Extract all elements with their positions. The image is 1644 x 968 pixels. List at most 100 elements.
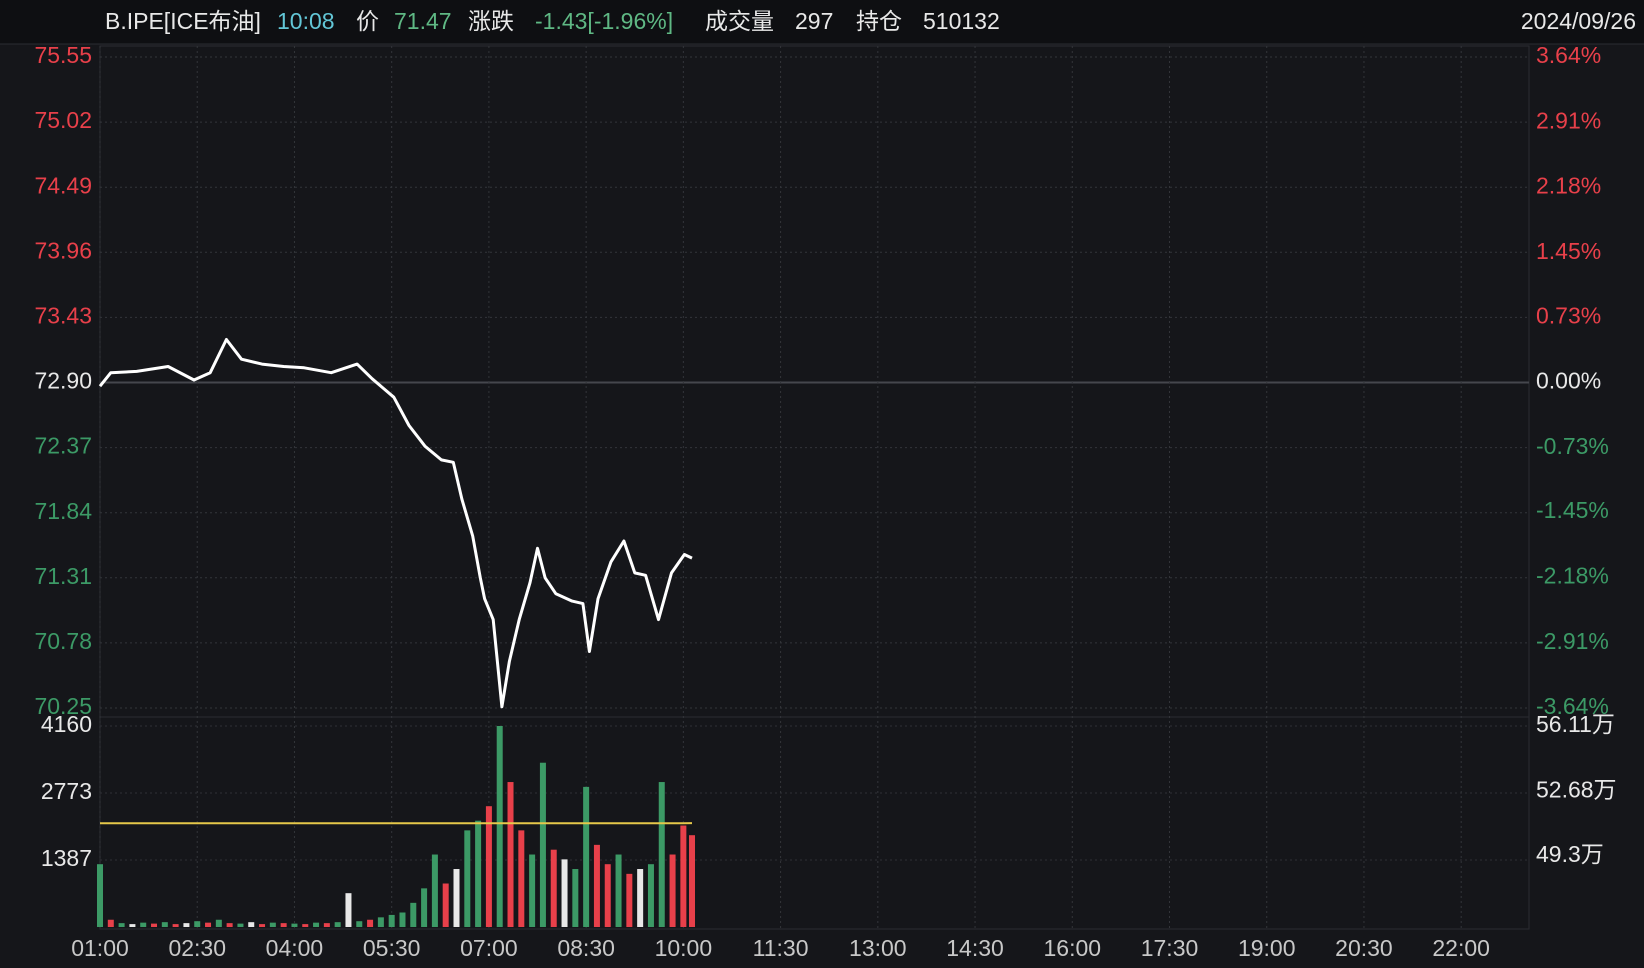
- volume-bar: [323, 923, 330, 927]
- date: 2024/09/26: [1521, 8, 1636, 34]
- y-tick-label: 70.25: [34, 693, 92, 719]
- price-label: 价: [356, 8, 379, 34]
- y2-tick-label: 1.45%: [1536, 238, 1601, 264]
- x-tick-label: 07:00: [460, 935, 518, 961]
- volume-bar: [313, 922, 320, 927]
- volume-bar: [140, 922, 147, 927]
- volume-bar: [129, 924, 136, 927]
- y2-tick-label: -1.45%: [1536, 497, 1609, 523]
- volume-bar: [496, 726, 503, 927]
- y-tick-label: 72.37: [34, 433, 92, 459]
- y-tick-label: 1387: [41, 845, 92, 871]
- x-tick-label: 20:30: [1335, 935, 1393, 961]
- volume-bar: [345, 893, 352, 927]
- x-tick-label: 14:30: [946, 935, 1004, 961]
- volume-bar: [291, 923, 298, 927]
- volume-bar: [194, 921, 201, 927]
- price: 71.47: [394, 8, 452, 34]
- change-label: 涨跌: [468, 8, 514, 34]
- x-tick-label: 05:30: [363, 935, 421, 961]
- volume-bar: [107, 919, 114, 927]
- x-tick-label: 04:00: [266, 935, 324, 961]
- volume-bar: [647, 864, 654, 927]
- x-tick-label: 16:00: [1043, 935, 1101, 961]
- x-tick-label: 13:00: [849, 935, 907, 961]
- x-tick-label: 11:30: [753, 935, 809, 961]
- volume-bar: [356, 921, 363, 927]
- y-tick-label: 75.02: [34, 107, 92, 133]
- volume-bar: [421, 888, 428, 927]
- volume-bar: [431, 854, 438, 927]
- volume-bar: [377, 917, 384, 927]
- volume-bar: [583, 786, 590, 927]
- volume-bar: [529, 854, 536, 927]
- volume-bar: [507, 782, 514, 927]
- volume-bar: [572, 869, 579, 927]
- y2-tick-label: 52.68万: [1536, 776, 1617, 802]
- volume-bar: [550, 849, 557, 927]
- volume-bar: [680, 825, 687, 927]
- y-tick-label: 72.90: [34, 368, 92, 394]
- plot-frame: [99, 45, 1530, 930]
- x-tick-label: 08:30: [557, 935, 615, 961]
- y-tick-label: 70.78: [34, 628, 92, 654]
- volume-bar: [248, 922, 255, 927]
- y2-tick-label: -2.91%: [1536, 628, 1609, 654]
- volume-bar: [518, 830, 525, 927]
- volume-bar: [464, 830, 471, 927]
- volume-bar: [215, 919, 222, 927]
- y-tick-label: 71.84: [34, 498, 92, 524]
- volume-bar: [689, 835, 696, 927]
- volume-bar: [205, 922, 212, 927]
- volume-bar: [388, 914, 395, 927]
- volume-bar: [367, 919, 374, 927]
- header-bar: [0, 0, 1644, 44]
- x-tick-label: 01:00: [71, 935, 129, 961]
- volume-bar: [669, 854, 676, 927]
- volume-bar: [334, 922, 341, 927]
- y2-tick-label: 2.91%: [1536, 107, 1601, 133]
- symbol: B.IPE[ICE布油]: [105, 8, 261, 34]
- volume-bar: [561, 859, 568, 927]
- volume-bar: [475, 820, 482, 927]
- volume-bar: [626, 873, 633, 927]
- price-line: [98, 338, 693, 709]
- volume-bar: [259, 924, 266, 927]
- volume-bar: [151, 923, 158, 927]
- volume-bar: [658, 782, 665, 927]
- x-tick-label: 02:30: [168, 935, 226, 961]
- x-tick-label: 10:00: [655, 935, 713, 961]
- y2-tick-label: 0.00%: [1536, 368, 1601, 394]
- y2-tick-label: -2.18%: [1536, 563, 1609, 589]
- volume-bar: [615, 854, 622, 927]
- volume-bar: [97, 864, 103, 927]
- volume: 297: [795, 8, 833, 34]
- volume-bar: [172, 924, 179, 927]
- time: 10:08: [277, 8, 335, 34]
- y-tick-label: 71.31: [34, 563, 92, 589]
- volume-bar: [410, 902, 417, 927]
- y2-tick-label: 2.18%: [1536, 173, 1601, 199]
- y-tick-label: 74.49: [34, 172, 92, 198]
- volume-bar: [453, 869, 460, 927]
- y-tick-label: 75.55: [34, 42, 92, 68]
- y-tick-label: 73.43: [34, 302, 92, 328]
- volume-bar: [604, 864, 611, 927]
- volume-bar: [539, 762, 546, 927]
- oi-label: 持仓: [856, 8, 902, 34]
- y-tick-label: 73.96: [34, 237, 92, 263]
- volume-bar: [161, 922, 168, 927]
- volume-bar: [302, 924, 309, 927]
- volume-bar: [118, 923, 125, 927]
- y-tick-label: 4160: [41, 711, 92, 737]
- y2-tick-label: 0.73%: [1536, 302, 1601, 328]
- volume-bar: [485, 806, 492, 927]
- y2-tick-label: -0.73%: [1536, 433, 1609, 459]
- volume-bar: [237, 923, 244, 927]
- volume-bar: [269, 922, 276, 927]
- volume-bar: [183, 923, 190, 927]
- volume-label: 成交量: [705, 8, 774, 34]
- y-tick-label: 2773: [41, 778, 92, 804]
